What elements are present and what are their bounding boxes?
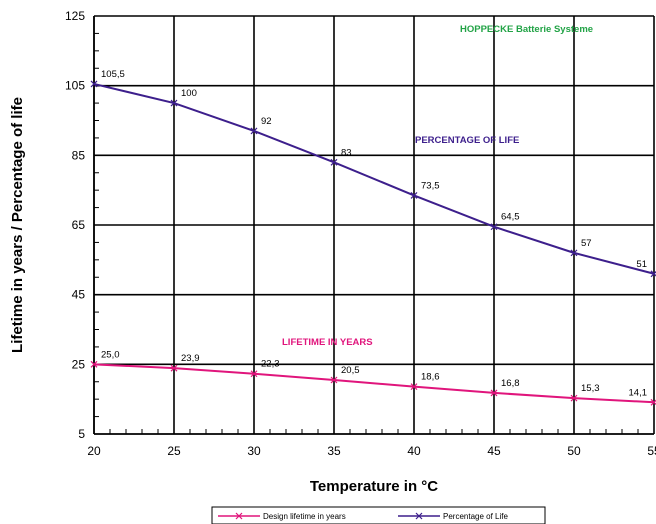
x-tick-label: 40 [407, 444, 421, 458]
axes: 2025303540455055525456585105125 [65, 9, 656, 458]
data-label: 105,5 [101, 69, 125, 80]
data-point-marker [90, 360, 98, 368]
data-point-marker [235, 512, 243, 520]
data-point-marker [490, 389, 498, 397]
y-tick-label: 105 [65, 79, 85, 93]
brand-annotation: HOPPECKE Batterie Systeme [460, 24, 593, 35]
data-point-marker [330, 158, 338, 166]
legend-entry-label: Percentage of Life [443, 512, 508, 521]
x-tick-label: 30 [247, 444, 261, 458]
series-layer [90, 80, 656, 406]
data-point-marker [490, 223, 498, 231]
data-label: 64,5 [501, 212, 520, 223]
y-tick-label: 85 [72, 148, 86, 162]
y-tick-label: 25 [72, 357, 86, 371]
series-line-1 [93, 363, 655, 404]
data-point-marker [410, 191, 418, 199]
series-line-2 [93, 82, 655, 275]
x-tick-label: 20 [87, 444, 101, 458]
data-label: 100 [181, 88, 197, 99]
data-label: 57 [581, 238, 592, 249]
y-tick-label: 65 [72, 218, 86, 232]
data-point-marker [170, 364, 178, 372]
x-tick-label: 45 [487, 444, 501, 458]
data-label: 92 [261, 116, 272, 127]
y-tick-label: 45 [72, 288, 86, 302]
data-label: 16,8 [501, 378, 520, 389]
data-label: 83 [341, 147, 352, 158]
data-point-marker [330, 376, 338, 384]
data-label: 23,9 [181, 353, 200, 364]
data-label: 15,3 [581, 383, 600, 394]
data-point-marker [170, 99, 178, 107]
data-labels: 25,0 23,9 22,3 20,5 18,6 16,8 15,3 14,1 105,5 100… [101, 69, 647, 398]
percentage-annotation: PERCENTAGE OF LIFE [415, 135, 519, 146]
data-label: 25,0 [101, 349, 120, 360]
y-axis-title: Lifetime in years / Percentage of life [9, 97, 26, 353]
legend-entry-label: Design lifetime in years [263, 512, 346, 521]
lifetime-annotation: LIFETIME IN YEARS [282, 337, 373, 348]
data-point-marker [650, 399, 656, 406]
data-label: 73,5 [421, 180, 440, 191]
x-tick-label: 25 [167, 444, 181, 458]
data-point-marker [90, 80, 98, 88]
data-point-marker [570, 249, 578, 257]
data-point-marker [410, 383, 418, 391]
data-label: 18,6 [421, 372, 440, 383]
legend: Design lifetime in years Percentage of Li… [211, 506, 546, 524]
data-label: 22,3 [261, 359, 280, 370]
y-tick-label: 5 [78, 427, 85, 441]
x-tick-label: 50 [567, 444, 581, 458]
data-point-marker [250, 127, 258, 135]
x-axis-title: Temperature in °C [310, 478, 438, 495]
grid [93, 15, 655, 435]
data-label: 14,1 [629, 387, 648, 398]
data-point-marker [570, 394, 578, 402]
data-label: 51 [636, 259, 647, 270]
x-tick-label: 35 [327, 444, 341, 458]
x-tick-label: 55 [647, 444, 656, 458]
data-label: 20,5 [341, 365, 360, 376]
legend-box [211, 506, 546, 524]
data-point-marker [650, 270, 656, 278]
data-point-marker [415, 512, 423, 520]
data-point-marker [250, 370, 258, 378]
y-tick-label: 125 [65, 9, 85, 23]
